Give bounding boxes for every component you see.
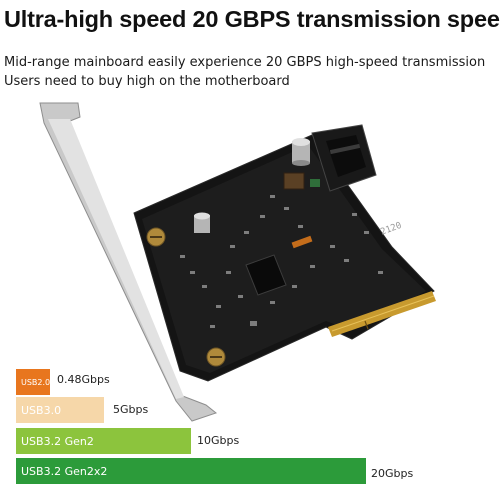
bar-value-usb3: 5Gbps [113, 403, 149, 416]
pcie-expansion-card-image: 2120 [39, 102, 436, 422]
pcie-gold-contacts [328, 291, 436, 337]
bar-value-usb2: 0.48Gbps [57, 373, 110, 386]
sata-power-connector [311, 124, 377, 192]
subtitle-line-1: Mid-range mainboard easily experience 20… [4, 55, 486, 70]
bar-label-usb3: USB3.0 [21, 403, 62, 417]
bar-usb32-gen2: USB3.2 Gen2 [16, 428, 191, 454]
mounting-screw [146, 227, 166, 247]
bar-label-usb2: USB2.0 [21, 377, 51, 387]
capacitor [292, 138, 310, 166]
bar-value-usb32-gen2: 10Gbps [197, 434, 240, 447]
capacitor [194, 212, 210, 233]
mounting-screw [206, 347, 226, 367]
bar-usb3: USB3.0 [16, 397, 104, 423]
board-marking: 2120 [379, 221, 403, 238]
bar-usb32-gen2x2: USB3.2 Gen2x2 [16, 458, 366, 484]
controller-chip [245, 254, 287, 296]
subtitle-line-2: Users need to buy high on the motherboar… [4, 74, 290, 89]
bar-label-usb32-gen2x2: USB3.2 Gen2x2 [21, 464, 108, 478]
bar-usb2: USB2.0 [16, 369, 50, 395]
bar-label-usb32-gen2: USB3.2 Gen2 [21, 434, 94, 448]
bar-value-usb32-gen2x2: 20Gbps [371, 467, 414, 480]
inductor [283, 172, 305, 190]
headline: Ultra-high speed 20 GBPS transmission sp… [4, 6, 500, 32]
